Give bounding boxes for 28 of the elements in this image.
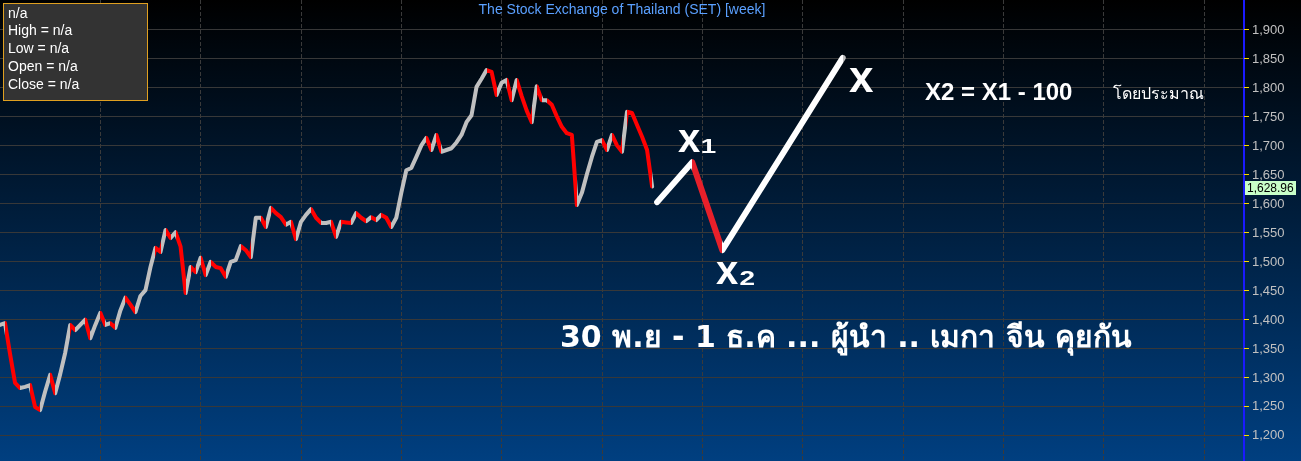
annotation: x₂ (716, 248, 757, 292)
y-tick-label: 1,200 (1252, 427, 1285, 443)
chart-title: The Stock Exchange of Thailand (SET) [week] (478, 1, 766, 17)
annotation: x (849, 52, 874, 101)
y-tick-label: 1,250 (1252, 398, 1285, 414)
y-tick-label: 1,650 (1252, 166, 1285, 182)
y-tick-label: 1,750 (1252, 108, 1285, 124)
annotation: โดยประมาณ (1113, 84, 1204, 103)
y-tick-label: 1,600 (1252, 195, 1285, 211)
y-tick-label: 1,900 (1252, 22, 1285, 38)
y-tick-label: 1,350 (1252, 340, 1285, 356)
annotation: n/a (8, 5, 28, 21)
annotation: Low = n/a (8, 40, 70, 56)
y-tick-label: 1,700 (1252, 137, 1285, 153)
annotation: High = n/a (8, 22, 73, 38)
y-tick-label: 1,550 (1252, 224, 1285, 240)
annotation: 30 พ.ย - 1 ธ.ค ... ผู้นำ .. เมกา จีน คุยกัน (560, 319, 1133, 354)
annotation: Open = n/a (8, 58, 78, 74)
y-tick-label: 1,850 (1252, 50, 1285, 66)
text: 1,628.96 (1245, 181, 1296, 195)
annotation: X2 = X1 - 100 (925, 78, 1073, 105)
y-tick-label: 1,800 (1252, 79, 1285, 95)
annotation: x₁ (678, 116, 717, 160)
y-tick-label: 1,500 (1252, 253, 1285, 269)
annotation: Close = n/a (8, 76, 80, 92)
y-tick-label: 1,400 (1252, 311, 1285, 327)
y-tick-label: 1,450 (1252, 282, 1285, 298)
y-tick-label: 1,300 (1252, 369, 1285, 385)
